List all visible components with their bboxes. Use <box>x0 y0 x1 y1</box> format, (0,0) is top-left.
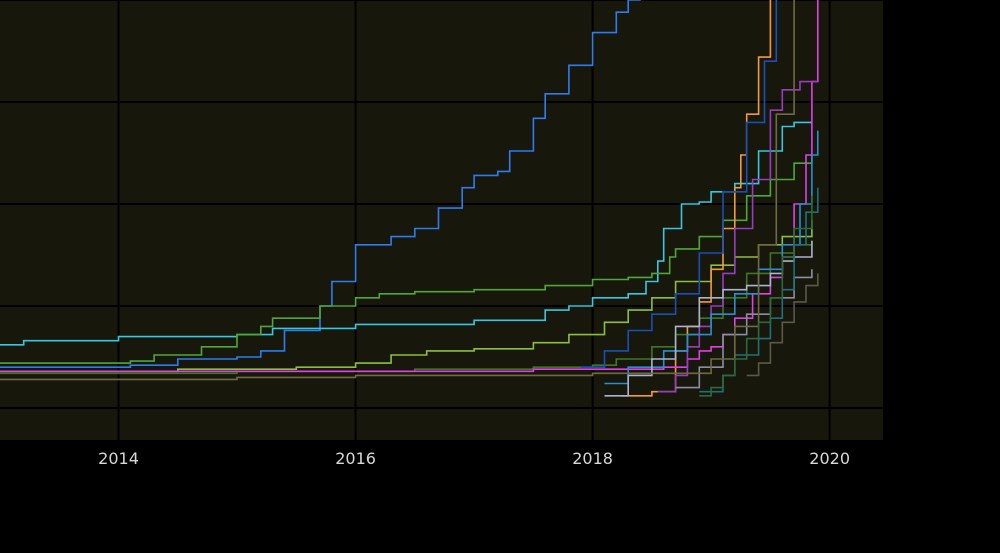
series-line-16 <box>699 195 813 397</box>
series-line-10 <box>604 130 819 385</box>
y-gridlines <box>0 0 883 409</box>
x-axis-tick-labels: 2014 2016 2018 2020 <box>98 449 850 468</box>
series-line-11 <box>604 240 813 397</box>
series-line-4 <box>0 220 813 373</box>
x-tick-label: 2016 <box>335 449 376 468</box>
series-line-6 <box>622 0 772 397</box>
series-line-15 <box>746 273 819 377</box>
series-line-14 <box>0 0 795 381</box>
series-line-8 <box>657 80 818 393</box>
series-lines <box>0 0 819 397</box>
series-line-2 <box>0 121 812 346</box>
x-tick-label: 2014 <box>98 449 139 468</box>
x-tick-label: 2020 <box>809 449 850 468</box>
x-tick-label: 2018 <box>572 449 613 468</box>
series-line-9 <box>580 0 778 368</box>
series-line-1 <box>0 0 641 368</box>
series-line-3 <box>0 155 813 364</box>
